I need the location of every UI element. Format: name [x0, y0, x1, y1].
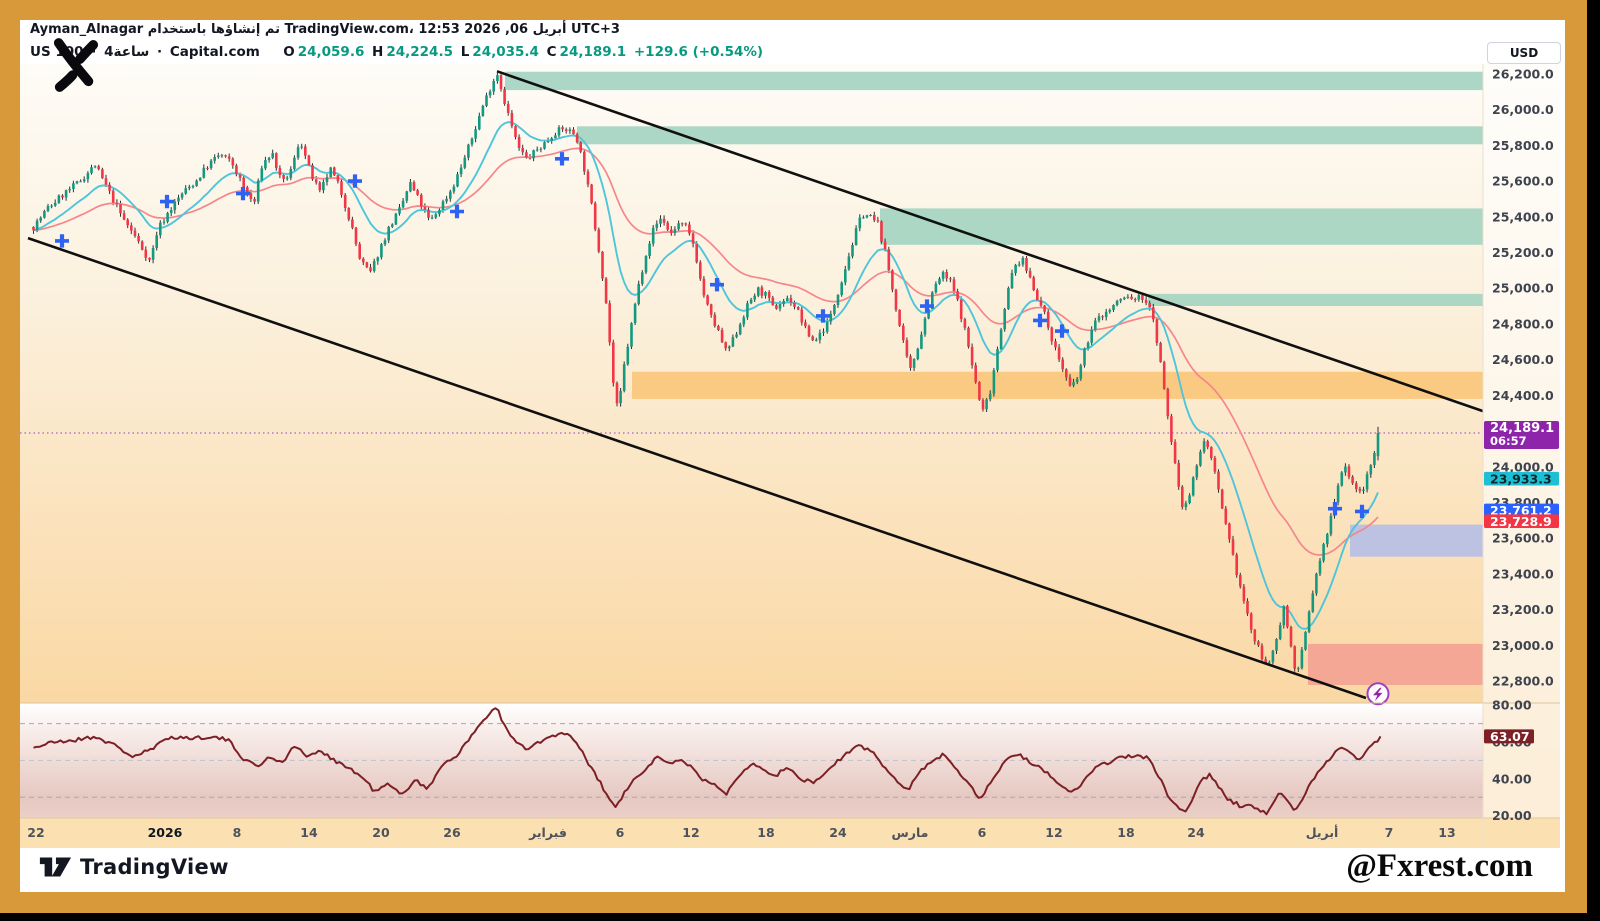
currency-toggle-button[interactable]: USD: [1487, 42, 1561, 64]
title-part: Ayman_Alnagar: [30, 22, 144, 37]
tradingview-brand[interactable]: TradingView: [38, 855, 229, 879]
title-part: UTC+3: [571, 22, 620, 37]
svg-text:13: 13: [1438, 825, 1455, 840]
svg-text:23,200.0: 23,200.0: [1492, 602, 1554, 617]
svg-text:6: 6: [616, 825, 625, 840]
svg-text:12: 12: [1045, 825, 1062, 840]
svg-text:23,000.0: 23,000.0: [1492, 638, 1554, 653]
close-value: 24,189.1: [559, 44, 627, 60]
title-bar: Ayman_Alnagar تم إنشاؤها باستخدام Tradin…: [30, 22, 620, 42]
title-part: TradingView.com،: [284, 22, 414, 37]
svg-text:25,000.0: 25,000.0: [1492, 281, 1554, 296]
title-part: 12:53: [418, 22, 460, 37]
svg-text:25,400.0: 25,400.0: [1492, 209, 1554, 224]
svg-text:26,200.0: 26,200.0: [1492, 67, 1554, 82]
tradingview-logo-text: TradingView: [80, 855, 229, 879]
svg-text:23,400.0: 23,400.0: [1492, 566, 1554, 581]
svg-text:06:57: 06:57: [1490, 434, 1527, 448]
svg-text:23,761.2: 23,761.2: [1490, 503, 1552, 518]
change-value: +129.6 (+0.54%): [633, 44, 764, 60]
svg-text:40.00: 40.00: [1492, 771, 1532, 786]
tradingview-logo-icon: [39, 857, 72, 877]
high-value: 24,224.5: [386, 44, 453, 60]
svg-text:18: 18: [757, 825, 774, 840]
svg-text:24,000.0: 24,000.0: [1492, 459, 1554, 474]
svg-text:6: 6: [978, 825, 987, 840]
svg-text:8: 8: [233, 825, 242, 840]
title-part: تم إنشاؤها باستخدام: [147, 22, 280, 37]
svg-text:فبراير: فبراير: [528, 825, 567, 840]
svg-text:22: 22: [27, 825, 44, 840]
svg-text:12: 12: [682, 825, 699, 840]
separator-dot: ·: [91, 44, 97, 60]
svg-text:63.07: 63.07: [1490, 729, 1530, 744]
svg-text:20: 20: [372, 825, 390, 840]
svg-text:23,933.3: 23,933.3: [1490, 471, 1552, 486]
watermark-text: @Fxrest.com: [1346, 848, 1533, 884]
svg-text:24,400.0: 24,400.0: [1492, 388, 1554, 403]
title-part: أبريل: [532, 22, 567, 37]
chart-canvas[interactable]: 26,200.0 26,000.0 25,800.0 25,600.0 25,400.0…: [20, 64, 1560, 868]
separator-dot: ·: [157, 44, 163, 60]
svg-text:24: 24: [829, 825, 847, 840]
svg-text:أبريل: أبريل: [1306, 824, 1339, 840]
svg-text:2026: 2026: [148, 825, 183, 840]
close-label: C: [546, 44, 557, 60]
svg-text:14: 14: [300, 825, 318, 840]
svg-text:25,800.0: 25,800.0: [1492, 138, 1554, 153]
svg-text:7: 7: [1385, 825, 1394, 840]
low-value: 24,035.4: [472, 44, 539, 60]
broker-x-logo: [53, 38, 99, 92]
chart-panel: Ayman_Alnagar تم إنشاؤها باستخدام Tradin…: [20, 20, 1565, 892]
svg-text:مارس: مارس: [892, 825, 929, 840]
price-chart-svg[interactable]: 26,200.0 26,000.0 25,800.0 25,600.0 25,400.0…: [20, 64, 1560, 868]
symbol-info-bar[interactable]: US 100 · 4ساعة · Capital.com O 24,059.6 H…: [30, 44, 766, 66]
svg-text:80.00: 80.00: [1492, 698, 1532, 713]
svg-text:18: 18: [1117, 825, 1134, 840]
title-part: 2026 ,06: [464, 22, 529, 37]
svg-text:26: 26: [443, 825, 461, 840]
svg-text:24,189.1: 24,189.1: [1490, 421, 1554, 436]
open-value: 24,059.6: [297, 44, 365, 60]
svg-text:23,728.9: 23,728.9: [1490, 514, 1552, 529]
svg-text:24,800.0: 24,800.0: [1492, 316, 1554, 331]
footer-bar: TradingView @Fxrest.com: [20, 848, 1565, 892]
svg-text:25,600.0: 25,600.0: [1492, 174, 1554, 189]
svg-text:22,800.0: 22,800.0: [1492, 674, 1554, 689]
high-label: H: [372, 44, 384, 60]
svg-text:26,000.0: 26,000.0: [1492, 102, 1554, 117]
svg-text:20.00: 20.00: [1492, 808, 1532, 823]
svg-text:25,200.0: 25,200.0: [1492, 245, 1554, 260]
svg-text:23,600.0: 23,600.0: [1492, 531, 1554, 546]
interval-label[interactable]: 4ساعة: [104, 44, 150, 60]
exchange-label: Capital.com: [169, 44, 260, 60]
svg-text:24,600.0: 24,600.0: [1492, 352, 1554, 367]
open-label: O: [283, 44, 295, 60]
low-label: L: [460, 44, 470, 60]
svg-text:24: 24: [1187, 825, 1205, 840]
